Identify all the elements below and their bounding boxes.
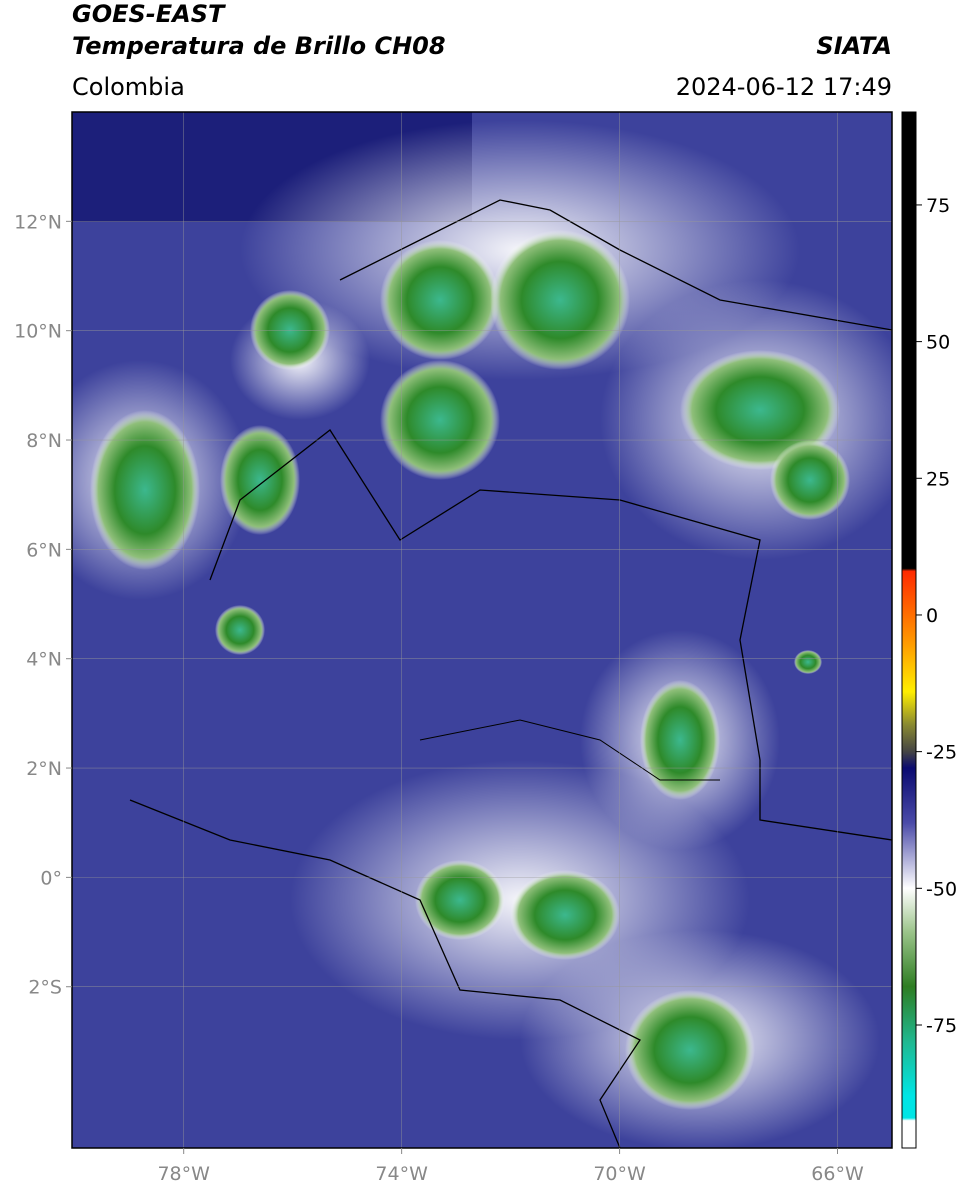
y-tick-label: 12°N xyxy=(14,211,62,233)
colorbar-tick-label: 25 xyxy=(926,468,950,490)
y-tick-label: 4°N xyxy=(26,649,62,671)
colorbar-tick-label: 75 xyxy=(926,195,950,217)
colorbar-tick-label: -25 xyxy=(926,742,957,764)
x-tick-label: 70°W xyxy=(593,1163,646,1185)
colorbar-tick-label: 50 xyxy=(926,332,950,354)
y-tick-label: 10°N xyxy=(14,321,62,343)
map-frame xyxy=(71,111,893,1149)
y-tick-label: 8°N xyxy=(26,430,62,452)
x-tick-label: 78°W xyxy=(157,1163,210,1185)
x-tick-label: 66°W xyxy=(811,1163,864,1185)
imagery xyxy=(72,112,892,1148)
colorbar xyxy=(901,111,917,1149)
colorbar-tick-label: -50 xyxy=(926,878,957,900)
y-tick-label: 0° xyxy=(40,867,62,889)
colorbar-tick-label: 0 xyxy=(926,605,938,627)
grid xyxy=(72,112,892,1148)
source: SIATA xyxy=(816,32,892,60)
title: Temperatura de Brillo CH08 xyxy=(72,32,446,60)
region: Colombia xyxy=(72,73,185,101)
y-tick-label: 2°S xyxy=(28,977,62,999)
title: GOES-EAST xyxy=(72,0,226,28)
x-tick-label: 74°W xyxy=(375,1163,428,1185)
y-tick-label: 6°N xyxy=(26,539,62,561)
datetime: 2024-06-12 17:49 xyxy=(676,73,892,101)
colorbar-tick-label: -75 xyxy=(926,1015,957,1037)
y-tick-label: 2°N xyxy=(26,758,62,780)
